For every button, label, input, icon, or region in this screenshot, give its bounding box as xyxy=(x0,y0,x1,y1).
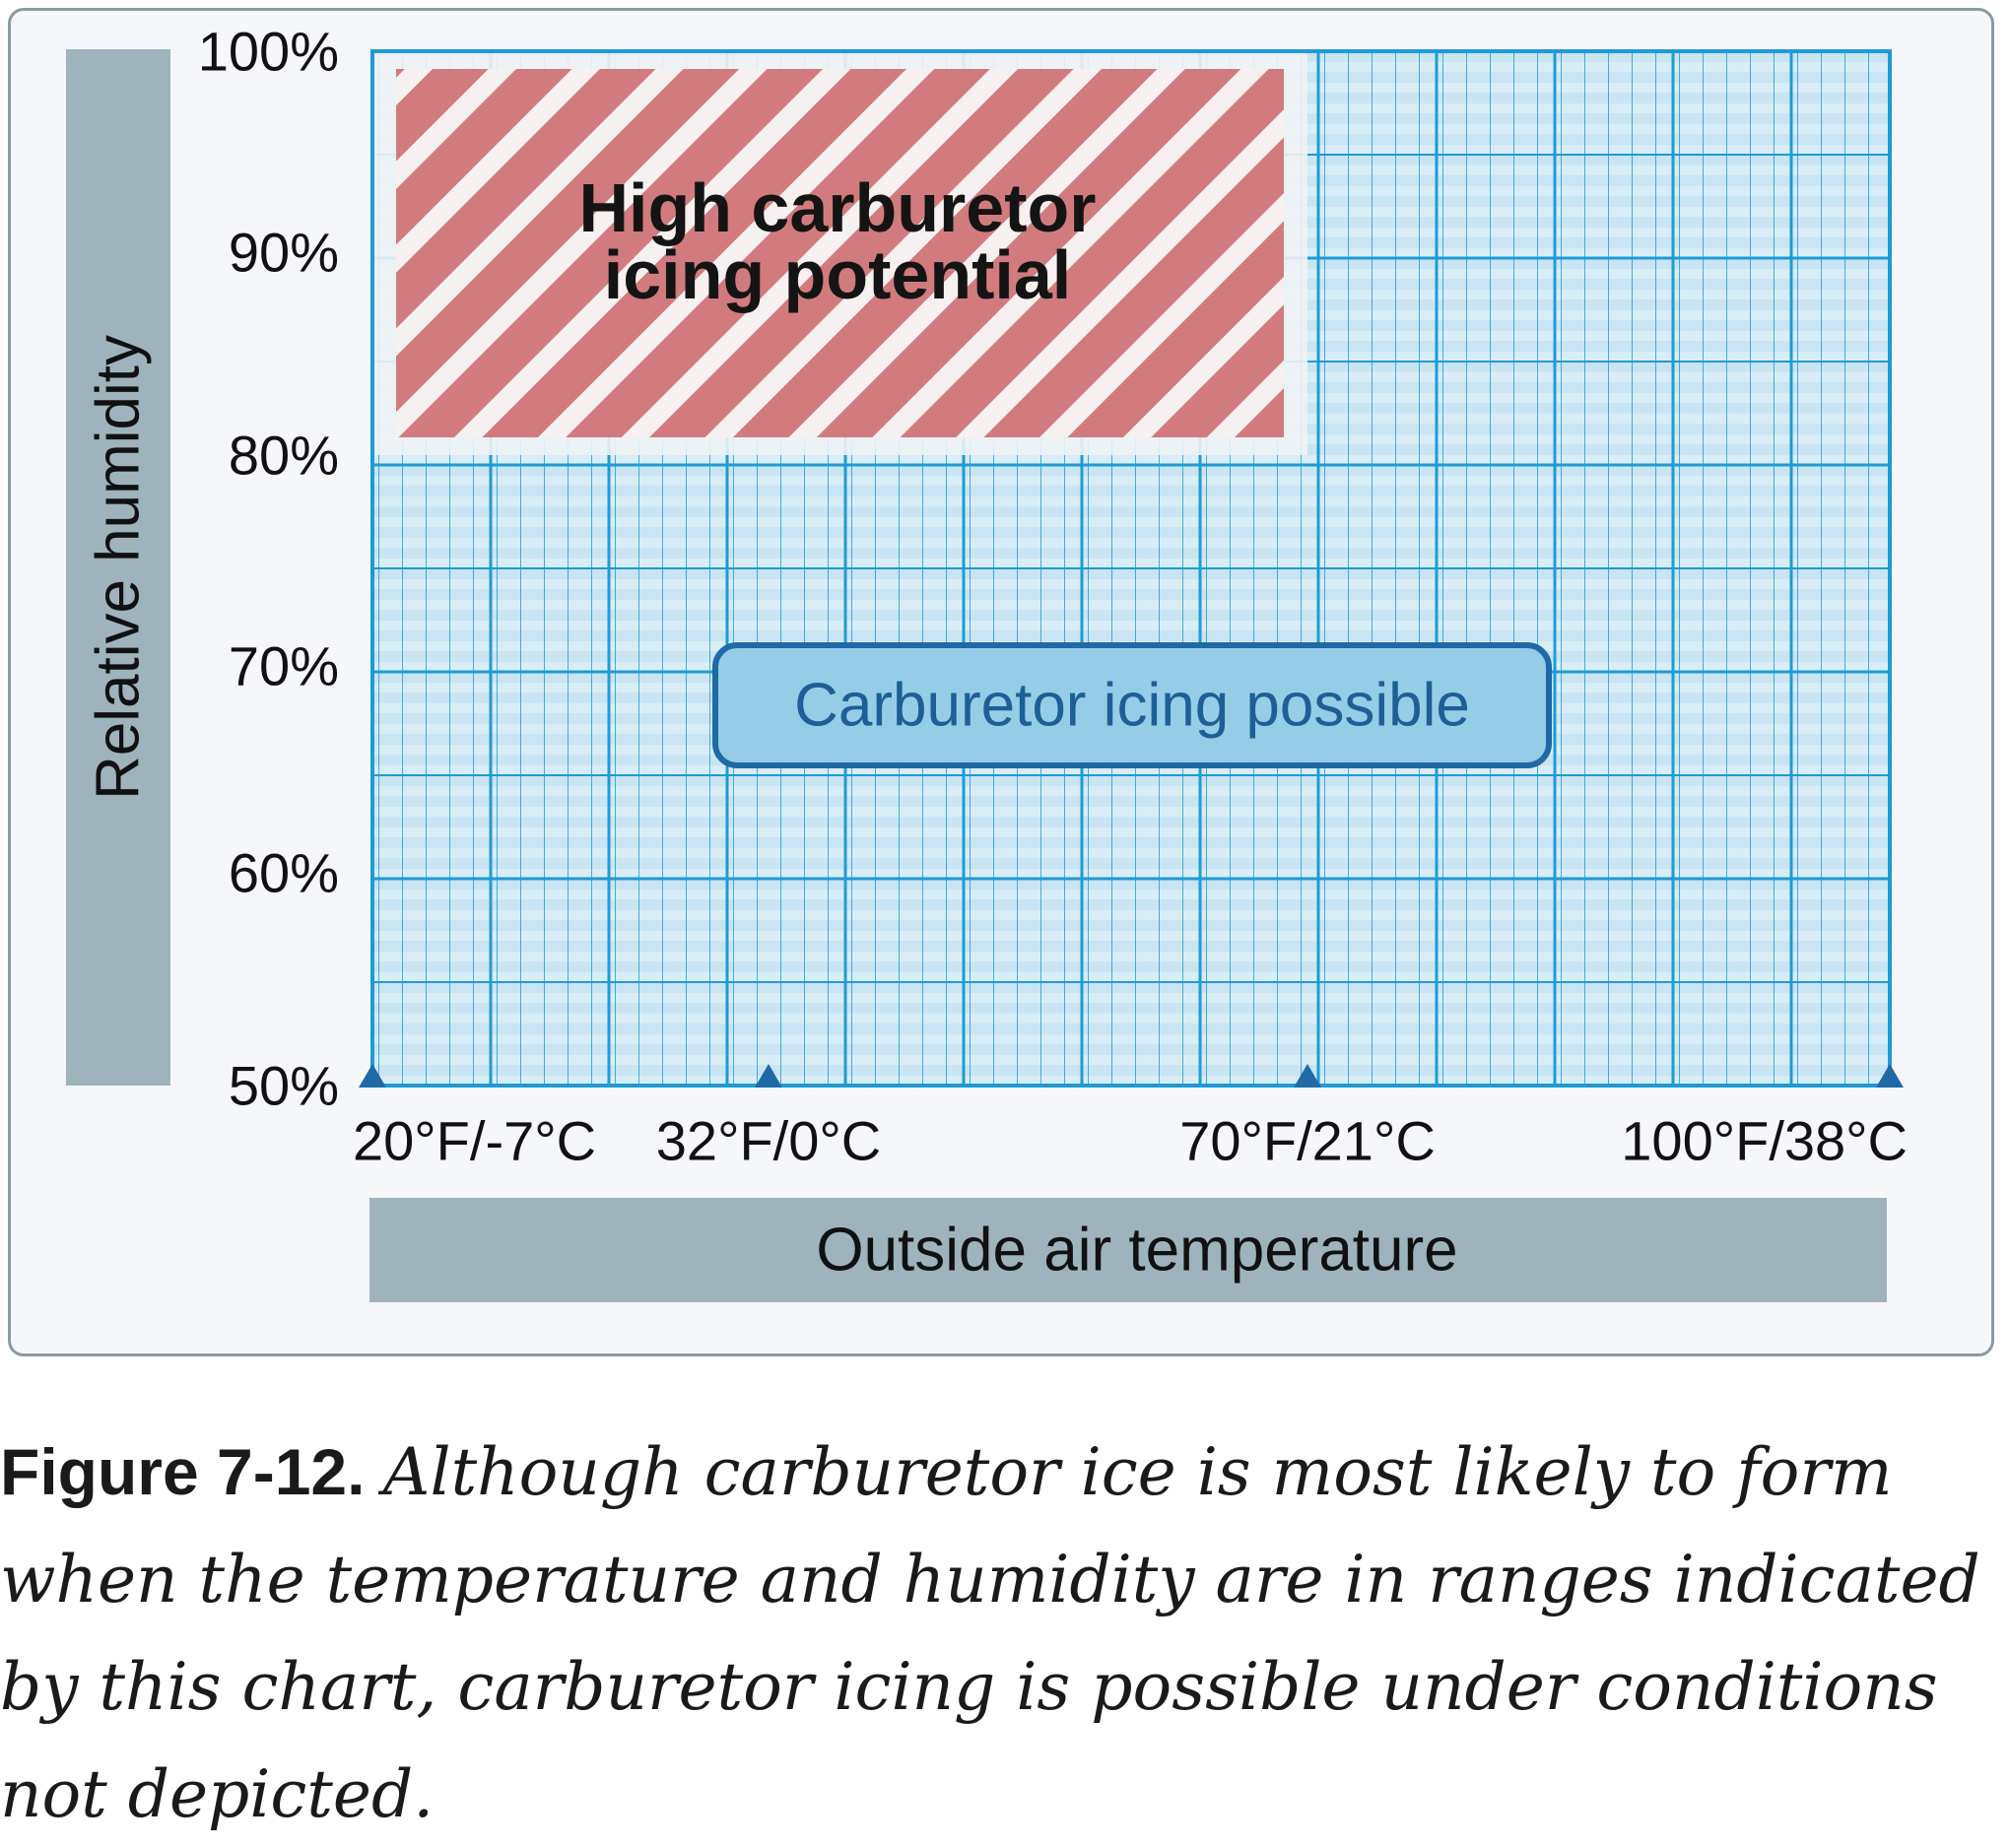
regions xyxy=(368,51,1307,455)
x-tick-marker xyxy=(359,1064,386,1088)
region-label-high-line-1: High carburetor xyxy=(578,169,1096,246)
y-tick-label: 70% xyxy=(229,635,339,697)
x-tick-label: 32°F/0°C xyxy=(656,1110,881,1172)
y-tick-label: 50% xyxy=(229,1055,339,1117)
chart: Relative humidity 100% 90% 80% 70% 60% 50% 20… xyxy=(66,21,1908,1302)
figure-number: Figure 7-12. xyxy=(0,1435,366,1508)
x-tick-marker xyxy=(1294,1064,1321,1088)
caption-text: Although carburetor ice is most likely t… xyxy=(0,1434,1980,1832)
x-tick-labels: 20°F/-7°C 32°F/0°C 70°F/21°C 100°F/38°C xyxy=(353,1064,1908,1172)
y-tick-label: 100% xyxy=(198,21,339,83)
region-label-high-line-2: icing potential xyxy=(604,236,1071,313)
x-axis-label: Outside air temperature xyxy=(816,1217,1457,1285)
x-tick-marker xyxy=(1876,1064,1904,1088)
x-tick-label: 70°F/21°C xyxy=(1179,1110,1436,1172)
plot-border xyxy=(370,49,1892,1088)
high-icing-region xyxy=(396,69,1284,437)
x-tick-marker xyxy=(755,1064,782,1088)
y-tick-label: 60% xyxy=(229,842,339,904)
figure-caption: Figure 7-12. Although carburetor ice is … xyxy=(0,1419,2010,1848)
y-label-box xyxy=(66,49,170,1086)
y-axis-label: Relative humidity xyxy=(85,335,153,800)
region-label-possible: Carburetor icing possible xyxy=(794,672,1470,740)
annotation-box xyxy=(712,642,1552,768)
x-tick-label: 100°F/38°C xyxy=(1621,1110,1908,1172)
y-tick-label: 90% xyxy=(229,222,339,284)
x-label-box xyxy=(369,1198,1887,1302)
y-tick-labels: 100% 90% 80% 70% 60% 50% xyxy=(198,21,339,1117)
x-tick-label: 20°F/-7°C xyxy=(353,1110,596,1172)
y-tick-label: 80% xyxy=(229,425,339,487)
region-label-high: High carburetor icing potential xyxy=(578,169,1096,313)
